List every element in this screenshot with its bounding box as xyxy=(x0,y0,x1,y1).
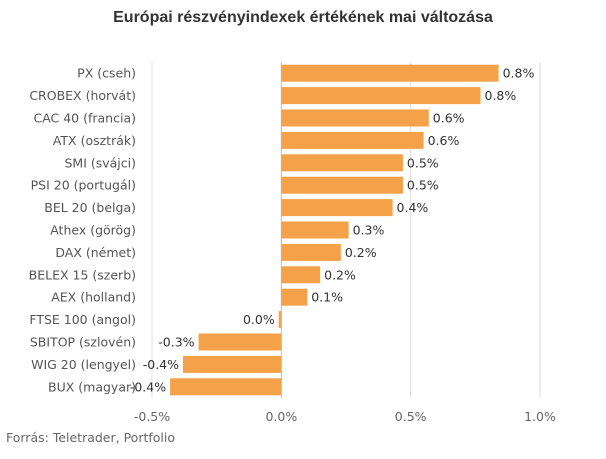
value-label: 0.6% xyxy=(428,133,460,148)
x-tick-label: 0.0% xyxy=(265,409,297,424)
bar xyxy=(281,109,429,127)
value-label: -0.3% xyxy=(158,335,194,350)
x-tick-label: 0.5% xyxy=(395,409,427,424)
bar xyxy=(281,176,403,194)
category-label: CROBEX (horvát) xyxy=(29,88,136,103)
value-label: 0.2% xyxy=(324,267,356,282)
category-label: Athex (görög) xyxy=(50,223,136,238)
bar xyxy=(281,266,321,284)
category-label: AEX (holland) xyxy=(51,290,136,305)
category-label: DAX (német) xyxy=(55,245,136,260)
bar xyxy=(281,64,499,82)
category-label: CAC 40 (francia) xyxy=(33,111,136,126)
value-label: 0.0% xyxy=(243,312,275,327)
category-label: WIG 20 (lengyel) xyxy=(31,357,136,372)
value-label: 0.8% xyxy=(503,66,535,81)
bar xyxy=(198,333,282,351)
bar xyxy=(281,154,403,172)
value-label: 0.4% xyxy=(397,200,429,215)
category-labels: PX (cseh) CROBEX (horvát) CAC 40 (francia)… xyxy=(29,66,136,395)
bar xyxy=(183,355,282,373)
category-label: BUX (magyar) xyxy=(48,379,136,394)
value-label: 0.1% xyxy=(311,290,343,305)
x-tick-label: 1.0% xyxy=(524,409,556,424)
bar xyxy=(281,288,308,306)
category-label: BEL 20 (belga) xyxy=(44,200,136,215)
category-label: SBITOP (szlovén) xyxy=(30,335,136,350)
value-label: 0.2% xyxy=(345,245,377,260)
value-label: 0.5% xyxy=(407,178,439,193)
bar xyxy=(278,311,282,329)
bar xyxy=(281,243,341,261)
bar xyxy=(281,221,349,239)
value-label: -0.4% xyxy=(143,357,179,372)
category-label: PX (cseh) xyxy=(77,66,136,81)
x-axis-ticks: -0.5% 0.0% 0.5% 1.0% xyxy=(134,409,556,424)
category-label: ATX (osztrák) xyxy=(53,133,136,148)
category-label: BELEX 15 (szerb) xyxy=(29,267,136,282)
bars xyxy=(170,64,499,396)
value-label: 0.6% xyxy=(433,111,465,126)
chart-title: Európai részvényindexek értékének mai vá… xyxy=(113,9,493,26)
category-label: PSI 20 (portugál) xyxy=(31,178,136,193)
x-tick-label: -0.5% xyxy=(134,409,170,424)
value-label: 0.3% xyxy=(353,223,385,238)
bar xyxy=(281,199,393,217)
value-label: 0.5% xyxy=(407,155,439,170)
value-labels: 0.8% 0.8% 0.6% 0.6% 0.5% 0.5% 0.4% 0.3% 0.2% 0.2%… xyxy=(130,66,535,395)
bar xyxy=(281,131,424,149)
value-label: 0.8% xyxy=(485,88,517,103)
bar xyxy=(170,378,282,396)
bar xyxy=(281,87,481,105)
category-label: FTSE 100 (angol) xyxy=(29,312,136,327)
source-note: Forrás: Teletrader, Portfolio xyxy=(6,430,176,445)
category-label: SMI (svájci) xyxy=(64,155,136,170)
value-label: -0.4% xyxy=(130,379,166,394)
